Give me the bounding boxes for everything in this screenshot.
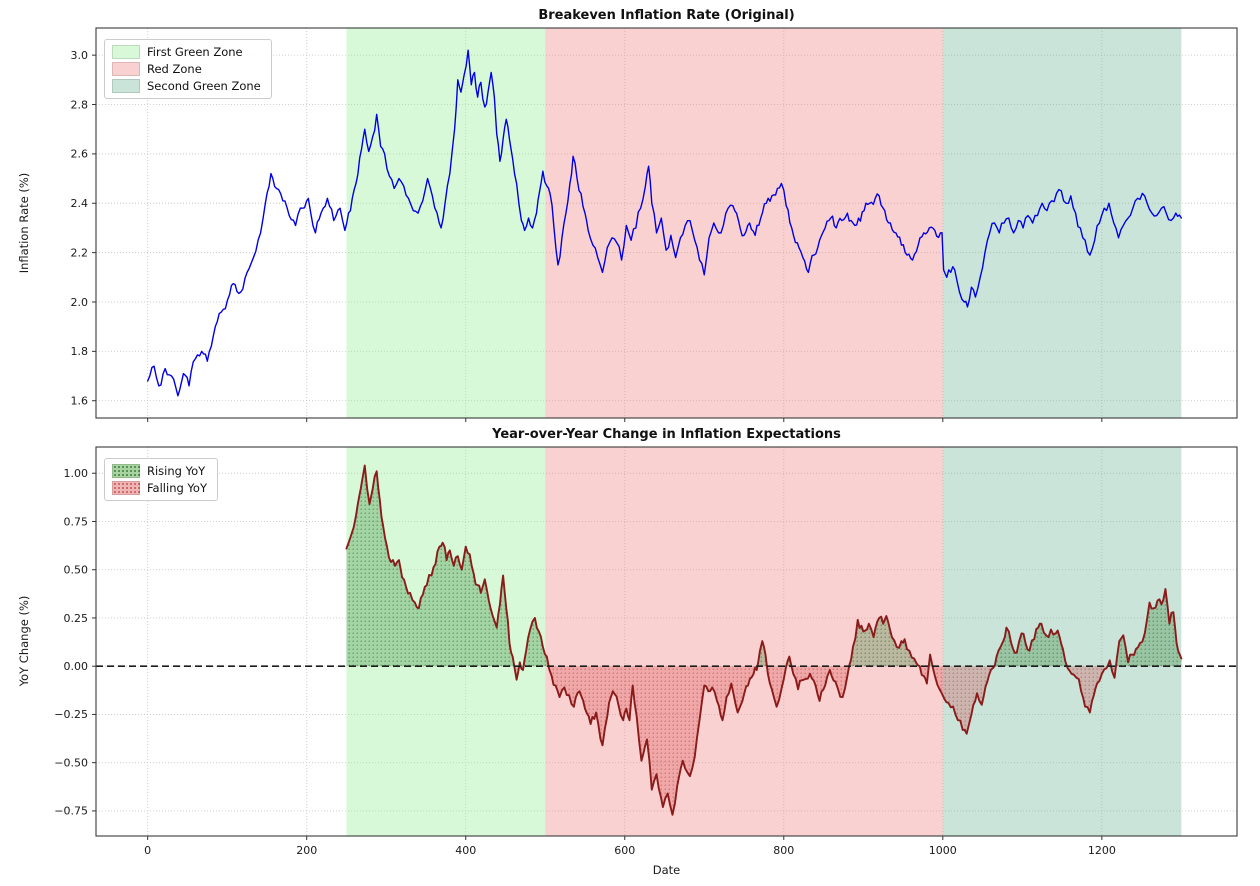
axes-spines [95,27,1238,419]
y-tick-label: 2.2 [71,246,89,259]
legend-label: Rising YoY [147,464,206,478]
bottom-chart-title: Year-over-Year Change in Inflation Expec… [492,427,841,442]
y-tick-label: 3.0 [71,49,89,62]
inflation-rate-line [146,49,1183,397]
y-tick-label: 2.6 [71,148,89,161]
legend-entry: Red Zone [112,62,261,76]
x-axis-label: Date [652,863,681,877]
fill-hatch [346,666,1182,815]
y-tick-label: 0.50 [64,564,89,577]
x-tick-label: 1000 [929,844,957,857]
x-tick-label: 0 [144,844,151,857]
rising-yoy-swatch [112,464,140,478]
second-green-zone-swatch [112,79,140,93]
y-tick-label: 2.0 [71,296,89,309]
legend-entry: Rising YoY [112,464,207,478]
tick-marks [92,54,1103,422]
bottom-chart-plot: 0 200 400 600 800 1000 1200 1.00 0.75 0.50 0.25 0.0… [54,446,1238,857]
bottom-chart-legend: Rising YoY Falling YoY [104,458,218,501]
y-tick-label: −0.75 [54,805,88,818]
axes-spines [95,446,1238,837]
top-chart-plot: 1.6 1.8 2.0 2.2 2.4 2.6 2.8 3.0 [71,27,1238,422]
y-tick-label: −0.50 [54,756,88,769]
gridlines [96,28,1237,418]
legend-label: Second Green Zone [147,79,261,93]
y-tick-label: 0.25 [64,612,89,625]
falling-yoy-swatch [112,481,140,495]
x-tick-label: 400 [455,844,476,857]
x-tick-label: 600 [614,844,635,857]
legend-label: Red Zone [147,62,202,76]
y-tick-label: 2.4 [71,197,89,210]
top-chart-title: Breakeven Inflation Rate (Original) [538,8,795,23]
y-tick-label: 1.00 [64,467,89,480]
y-tick-label: −0.25 [54,708,88,721]
zone-red-zone [545,28,943,418]
x-tick-label: 200 [296,844,317,857]
zone-first-green-zone [346,28,546,418]
top-chart-legend: First Green Zone Red Zone Second Green Z… [104,39,272,99]
y-tick-label: 2.8 [71,98,89,111]
fill-hatch [346,465,1182,667]
y-tick-label: 1.8 [71,345,89,358]
tick-marks [92,472,1103,840]
legend-entry: Falling YoY [112,481,207,495]
legend-label: First Green Zone [147,45,243,59]
y-tick-label: 0.00 [64,660,89,673]
yoy-change-line [345,464,1183,816]
legend-entry: Second Green Zone [112,79,261,93]
first-green-zone-swatch [112,45,140,59]
y-tick-label: 1.6 [71,395,89,408]
y-tick-label: 0.75 [64,515,89,528]
x-tick-label: 800 [773,844,794,857]
x-tick-label: 1200 [1088,844,1116,857]
legend-entry: First Green Zone [112,45,261,59]
legend-label: Falling YoY [147,481,207,495]
zone-second-green-zone [942,28,1182,418]
red-zone-swatch [112,62,140,76]
